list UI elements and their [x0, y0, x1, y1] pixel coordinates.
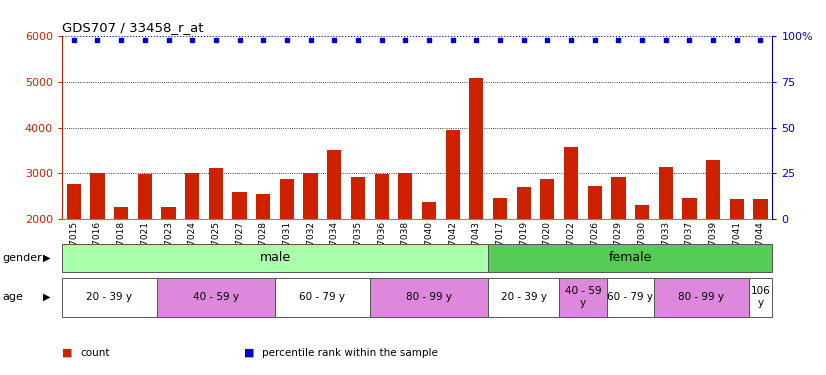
Text: 60 - 79 y: 60 - 79 y: [607, 292, 653, 302]
Text: male: male: [259, 251, 291, 264]
Bar: [606, 278, 654, 317]
Bar: [232, 192, 247, 219]
Bar: [422, 202, 436, 219]
Bar: [488, 278, 559, 317]
Bar: [682, 198, 696, 219]
Bar: [398, 172, 412, 219]
Bar: [62, 278, 157, 317]
Text: 20 - 39 y: 20 - 39 y: [501, 292, 547, 302]
Bar: [161, 207, 176, 219]
Text: ■: ■: [244, 348, 254, 357]
Bar: [654, 278, 748, 317]
Text: 60 - 79 y: 60 - 79 y: [299, 292, 345, 302]
Text: 40 - 59
y: 40 - 59 y: [564, 286, 601, 308]
Text: GDS707 / 33458_r_at: GDS707 / 33458_r_at: [62, 21, 203, 34]
Bar: [67, 183, 81, 219]
Bar: [564, 147, 578, 219]
Bar: [280, 179, 294, 219]
Bar: [185, 172, 199, 219]
Bar: [209, 168, 223, 219]
Bar: [635, 205, 649, 219]
Bar: [611, 177, 625, 219]
Bar: [303, 173, 318, 219]
Bar: [445, 130, 460, 219]
Bar: [157, 278, 275, 317]
Bar: [374, 174, 389, 219]
Text: gender: gender: [2, 253, 42, 263]
Bar: [540, 179, 554, 219]
Bar: [516, 187, 531, 219]
Bar: [658, 166, 673, 219]
Bar: [327, 150, 341, 219]
Text: count: count: [80, 348, 110, 357]
Text: 80 - 99 y: 80 - 99 y: [678, 292, 724, 302]
Text: percentile rank within the sample: percentile rank within the sample: [262, 348, 438, 357]
Bar: [729, 199, 744, 219]
Text: ■: ■: [62, 348, 73, 357]
Bar: [706, 160, 720, 219]
Text: ▶: ▶: [43, 292, 51, 302]
Bar: [748, 278, 772, 317]
Text: ▶: ▶: [43, 253, 51, 263]
Bar: [493, 198, 507, 219]
Bar: [256, 194, 270, 219]
Text: 80 - 99 y: 80 - 99 y: [406, 292, 452, 302]
Bar: [90, 172, 105, 219]
Bar: [587, 186, 602, 219]
Bar: [559, 278, 606, 317]
Bar: [62, 244, 488, 272]
Text: female: female: [609, 251, 652, 264]
Bar: [138, 174, 152, 219]
Text: 106
y: 106 y: [751, 286, 771, 308]
Bar: [469, 78, 483, 219]
Bar: [488, 244, 772, 272]
Bar: [370, 278, 488, 317]
Text: 20 - 39 y: 20 - 39 y: [86, 292, 132, 302]
Bar: [114, 207, 128, 219]
Bar: [753, 199, 767, 219]
Bar: [275, 278, 370, 317]
Text: 40 - 59 y: 40 - 59 y: [192, 292, 239, 302]
Bar: [351, 177, 365, 219]
Text: age: age: [2, 292, 23, 302]
